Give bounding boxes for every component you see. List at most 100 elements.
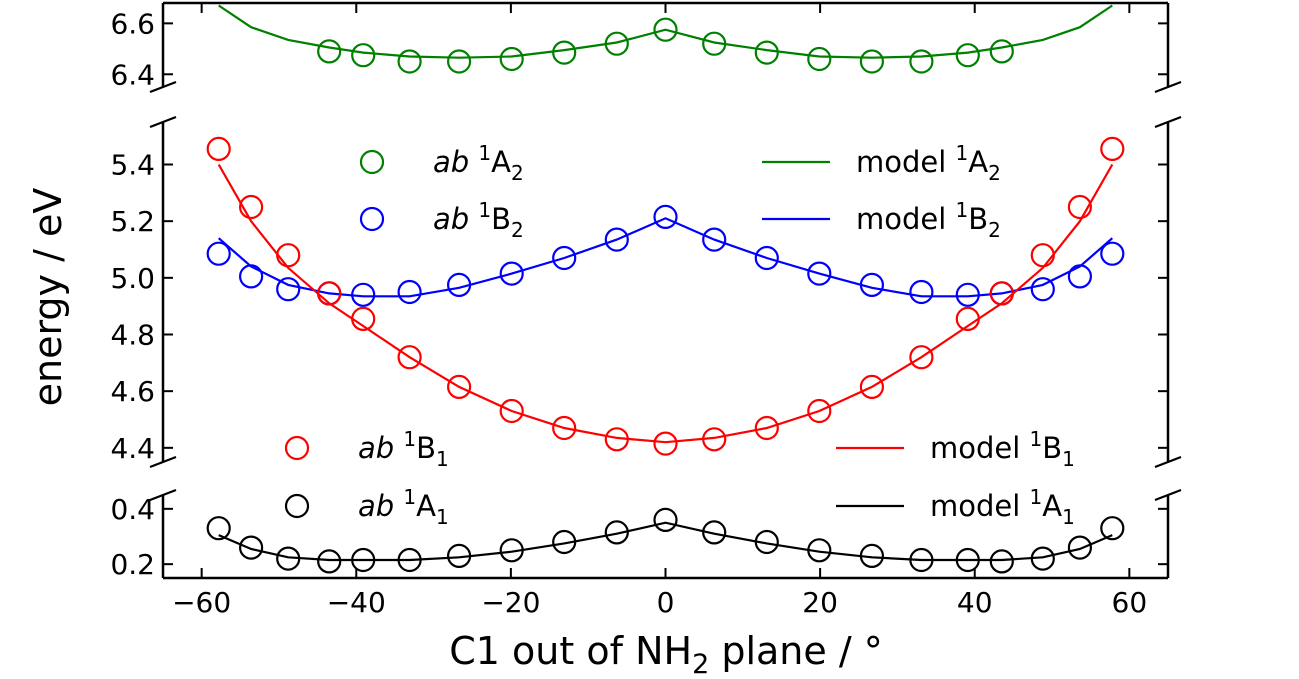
legend-marker: [284, 493, 310, 519]
legend-marker: [359, 149, 385, 175]
legend-label: ab 1A1: [358, 485, 449, 529]
x-tick-label: 60: [1112, 586, 1148, 619]
ab-point: [955, 306, 980, 331]
ab-point: [754, 245, 779, 271]
ab-point: [1067, 264, 1093, 289]
legend-label: model 1A1: [930, 485, 1075, 529]
ab-point: [989, 39, 1014, 64]
x-tick-label: 0: [657, 586, 675, 619]
legend-label: ab 1A2: [433, 141, 524, 185]
panel-middle: [161, 122, 1170, 462]
ab-point: [955, 547, 980, 573]
axis-break-mark: [1154, 455, 1182, 469]
ab-point: [1030, 243, 1055, 268]
ab-point: [1100, 516, 1125, 541]
ab-point: [604, 31, 629, 56]
ab-point: [552, 415, 577, 441]
y-tick-label: 4.8: [110, 319, 155, 352]
ab-point: [702, 31, 727, 56]
ab-point: [206, 136, 231, 161]
legend-marker: [359, 206, 385, 232]
x-axis-label: C1 out of NH2 plane / °: [449, 629, 882, 679]
x-tick-label: 20: [802, 586, 838, 619]
legend-entry-A1: ab 1A1 model 1A1: [284, 485, 1075, 529]
y-tick-label: 4.4: [110, 432, 155, 465]
legend-label: ab 1B1: [358, 427, 449, 471]
axis-break-mark: [149, 455, 177, 469]
ab-point: [604, 520, 629, 545]
ab-point: [653, 431, 678, 456]
ab-point: [317, 281, 342, 306]
ab-point: [754, 529, 779, 555]
ab-point: [317, 549, 342, 574]
ab-point: [653, 507, 678, 533]
ab-point: [499, 398, 524, 424]
axis-break-mark: [1154, 488, 1182, 502]
ab-point: [447, 543, 472, 569]
ab-point: [989, 281, 1014, 306]
ab-point: [859, 543, 885, 569]
ab-point: [859, 374, 885, 399]
ab-point: [807, 398, 832, 424]
legend-entry-B2: ab 1B2 model 1B2: [359, 198, 1001, 242]
y-tick-label: 5.2: [110, 205, 155, 238]
ab-point: [317, 39, 342, 64]
ab-point: [989, 549, 1014, 574]
axis-break-mark: [1154, 115, 1182, 129]
ab-point: [351, 282, 376, 307]
ab-point: [909, 547, 934, 573]
legend: ab 1A2 model 1A2 ab 1B2 model 1B2 ab 1B1 mode…: [284, 141, 1075, 529]
x-tick-label: −40: [327, 586, 386, 619]
ab-point: [955, 282, 980, 307]
ab-point: [351, 547, 376, 573]
ab-point: [702, 520, 727, 545]
ab-point: [351, 306, 376, 331]
ab-point: [604, 427, 629, 452]
axes-layer: 6.4 6.6 4.4 4.6 4.8 5.0 5.2 5.4 0.2 0.4 −60 −40 −20 0…: [110, 3, 1182, 619]
y-axis-label: energy / eV: [26, 188, 70, 407]
ab-point: [653, 17, 678, 42]
legend-label: model 1A2: [856, 141, 1001, 185]
series-A2: [218, 4, 1113, 74]
y-tick-label: 4.6: [110, 375, 155, 408]
x-tick-label: −60: [172, 586, 231, 619]
ab-point: [754, 415, 779, 441]
ab-point: [807, 46, 832, 72]
ab-point: [397, 279, 422, 305]
ab-point: [807, 538, 832, 563]
series-layer: [206, 4, 1125, 574]
ab-point: [702, 427, 727, 452]
ab-point: [1100, 241, 1125, 266]
ab-point: [1030, 277, 1055, 302]
series-A1: [206, 507, 1125, 574]
legend-label: model 1B2: [856, 198, 1001, 242]
y-tick-label: 5.0: [110, 262, 155, 295]
x-tick-label: −20: [481, 586, 540, 619]
ab-point: [552, 245, 577, 271]
ab-point: [859, 272, 885, 297]
ab-point: [397, 547, 422, 573]
y-tick-label: 6.4: [110, 58, 155, 91]
ab-point: [909, 279, 934, 305]
ab-point: [653, 204, 678, 229]
ab-point: [1030, 546, 1055, 571]
ab-point: [909, 345, 934, 370]
ab-point: [351, 43, 376, 68]
ab-point: [499, 46, 524, 72]
ab-point: [397, 49, 422, 74]
legend-entry-B1: ab 1B1 model 1B1: [284, 427, 1075, 471]
y-tick-label: 0.4: [110, 493, 155, 526]
ab-point: [239, 535, 264, 560]
ab-point: [955, 43, 980, 68]
y-tick-label: 6.6: [110, 7, 155, 40]
legend-entry-A2: ab 1A2 model 1A2: [359, 141, 1001, 185]
ab-point: [552, 40, 577, 65]
y-tick-label: 0.2: [110, 548, 155, 581]
y-tick-label: 5.4: [110, 149, 155, 182]
ab-point: [239, 194, 264, 220]
ab-point: [807, 261, 832, 286]
axis-break-mark: [149, 115, 177, 129]
ab-point: [206, 516, 231, 541]
ab-point: [552, 529, 577, 555]
series-B1: [206, 136, 1125, 456]
